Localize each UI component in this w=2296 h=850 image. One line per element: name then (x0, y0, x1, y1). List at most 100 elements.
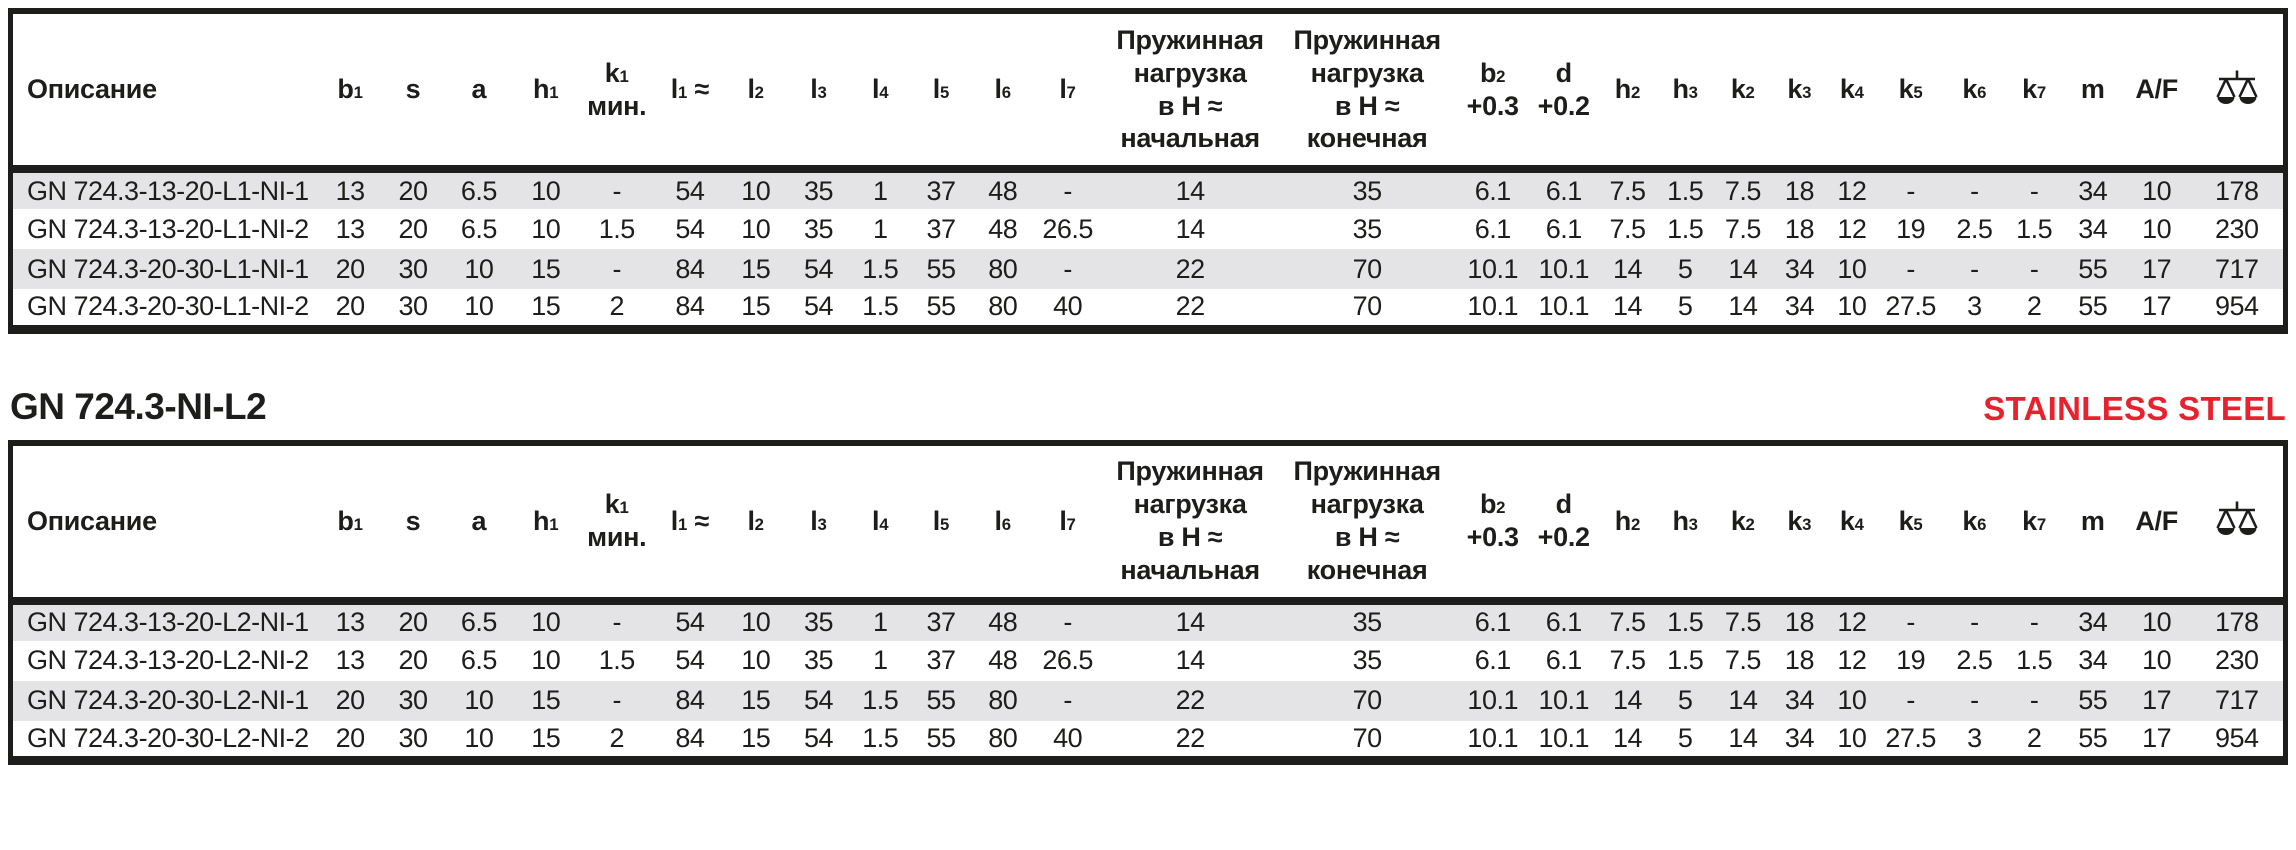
cell-s: 20 (398, 175, 428, 206)
cell-l6: 48 (988, 213, 1018, 244)
column-header-l7: l7 (1033, 11, 1102, 173)
cell-af: 17 (2142, 291, 2172, 322)
cell-h1: 15 (531, 291, 561, 322)
cell-l4: 1 (873, 175, 888, 206)
cell-k1: - (612, 685, 622, 715)
cell-h3: 5 (1677, 685, 1693, 715)
column-header-k3: k3 (1772, 442, 1827, 605)
column-header-m: m (2062, 442, 2123, 605)
column-header-h2: h2 (1597, 442, 1658, 605)
cell-k4: 12 (1837, 645, 1867, 675)
cell-l5: 55 (926, 291, 956, 322)
weight-scales-icon (2216, 501, 2258, 535)
cell-k7: - (2029, 685, 2039, 715)
cell-af: 10 (2142, 213, 2172, 244)
cell-l1: 54 (675, 607, 705, 637)
cell-desc: GN 724.3-20-30-L1-NI-1 (27, 253, 309, 284)
cell-h2: 14 (1613, 685, 1643, 715)
cell-k1: 1.5 (598, 213, 636, 244)
cell-k2: 7.5 (1724, 607, 1762, 637)
column-header-a: a (444, 442, 513, 605)
cell-load_initial: 14 (1175, 607, 1206, 637)
column-header-desc: Описание (10, 11, 320, 173)
cell-m: 34 (2078, 607, 2108, 637)
cell-af: 10 (2142, 607, 2172, 637)
column-header-k6: k6 (1943, 11, 2006, 173)
cell-h2: 14 (1613, 291, 1643, 322)
cell-l7: 40 (1053, 291, 1083, 322)
cell-k6: 3 (1967, 291, 1982, 322)
cell-k2: 7.5 (1724, 213, 1762, 244)
cell-k5: - (1906, 253, 1915, 284)
table-row: GN 724.3-13-20-L1-NI-1 13 20 6.5 10 - 54 10 35 1 3… (10, 169, 2286, 209)
column-header-k6: k6 (1943, 442, 2006, 605)
cell-k3: 34 (1784, 291, 1815, 322)
cell-b2: 6.1 (1474, 645, 1512, 675)
column-header-b1: b1 (319, 442, 382, 605)
cell-weight: 954 (2215, 291, 2259, 322)
cell-l4: 1.5 (862, 685, 899, 715)
cell-l1: 54 (675, 175, 705, 206)
column-header-b2: b2 +0.3 (1455, 11, 1530, 173)
cell-load_final: 35 (1352, 175, 1383, 206)
cell-load_initial: 14 (1175, 213, 1206, 244)
section-header-bar: GN 724.3-NI-L2 STAINLESS STEEL (8, 386, 2288, 428)
column-header-weight (2190, 442, 2286, 605)
cell-b2: 10.1 (1467, 253, 1518, 284)
cell-l1: 84 (675, 685, 705, 715)
cell-l3: 35 (803, 607, 834, 637)
cell-h2: 7.5 (1609, 175, 1647, 206)
cell-load_initial: 22 (1175, 685, 1206, 715)
column-header-b1: b1 (319, 11, 382, 173)
cell-k3: 18 (1784, 213, 1815, 244)
column-header-load_final: Пружинная нагрузка в Н ≈ конечная (1278, 442, 1456, 605)
column-header-d: d +0.2 (1529, 442, 1598, 605)
cell-l7: - (1063, 685, 1072, 715)
cell-k5: 27.5 (1885, 722, 1936, 753)
cell-l5: 37 (926, 175, 956, 206)
cell-h3: 5 (1677, 722, 1693, 753)
cell-l3: 35 (803, 213, 834, 244)
cell-d: 6.1 (1545, 213, 1583, 244)
cell-af: 10 (2142, 645, 2172, 675)
cell-weight: 230 (2215, 213, 2259, 244)
cell-l3: 35 (803, 645, 834, 675)
cell-d: 10.1 (1538, 685, 1590, 715)
cell-h1: 10 (531, 213, 561, 244)
cell-l5: 55 (926, 253, 956, 284)
cell-k1: 2 (609, 722, 625, 753)
cell-desc: GN 724.3-13-20-L2-NI-2 (27, 645, 309, 675)
table-row: GN 724.3-20-30-L2-NI-2 20 30 10 15 2 84 15 54 1.5… (10, 720, 2286, 761)
cell-weight: 717 (2215, 253, 2259, 284)
cell-l4: 1 (873, 213, 888, 244)
cell-b1: 20 (335, 722, 366, 753)
cell-k7: - (2029, 175, 2039, 206)
cell-load_final: 70 (1352, 253, 1383, 284)
cell-weight: 230 (2215, 645, 2259, 675)
cell-l3: 54 (803, 253, 834, 284)
column-header-m: m (2062, 11, 2123, 173)
cell-l6: 80 (988, 722, 1018, 753)
gn-724-3-ni-l1-table: Описание b1 s a h1 k1 мин. l1 ≈ l2 l3 l4 l5 l6 l7 Пруж… (8, 8, 2288, 334)
cell-b1: 20 (335, 685, 366, 715)
cell-desc: GN 724.3-20-30-L2-NI-2 (27, 722, 309, 753)
cell-l6: 80 (988, 291, 1018, 322)
column-header-l3: l3 (786, 11, 851, 173)
column-header-k3: k3 (1772, 11, 1827, 173)
cell-l2: 15 (741, 685, 771, 715)
cell-k4: 12 (1837, 213, 1867, 244)
weight-scales-icon (2216, 70, 2258, 104)
cell-h1: 10 (531, 175, 561, 206)
column-header-h3: h3 (1657, 11, 1713, 173)
header-row: Описание b1 s a h1 k1 мин. l1 ≈ l2 l3 l4 l5 l6 l7 Пруж… (10, 442, 2286, 605)
cell-l6: 80 (988, 253, 1018, 284)
cell-k2: 14 (1728, 685, 1758, 715)
cell-k2: 14 (1728, 722, 1758, 753)
column-header-s: s (381, 11, 445, 173)
cell-d: 10.1 (1538, 722, 1590, 753)
cell-d: 10.1 (1538, 253, 1590, 284)
cell-l4: 1.5 (862, 253, 899, 284)
cell-k6: 2.5 (1956, 645, 1993, 675)
cell-h3: 1.5 (1667, 213, 1704, 244)
